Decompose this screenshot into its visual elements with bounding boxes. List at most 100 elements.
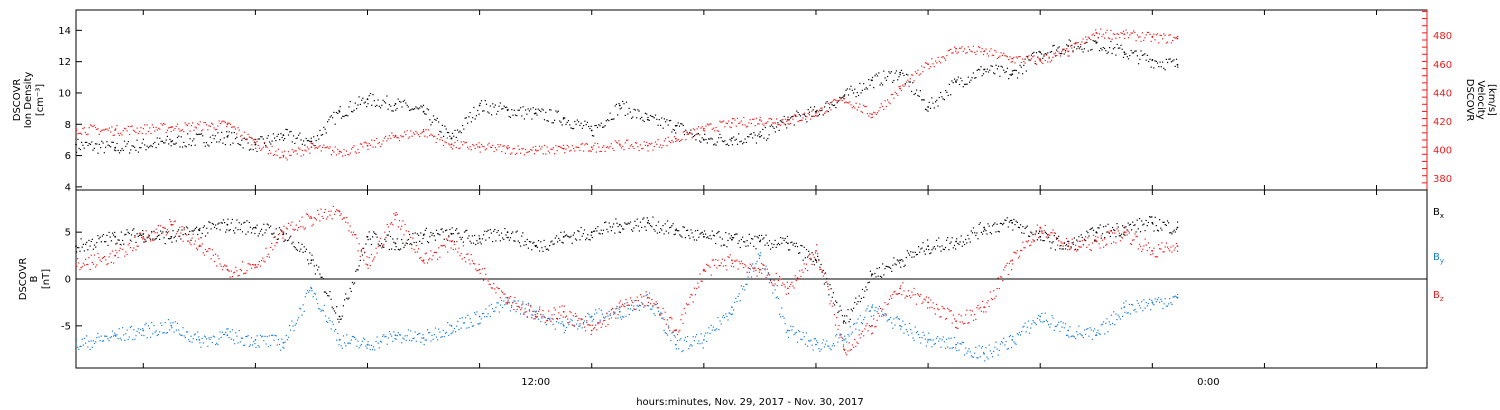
point [712, 234, 714, 236]
point [848, 321, 850, 323]
point [139, 130, 141, 133]
point [353, 145, 355, 147]
point [872, 332, 874, 334]
point [441, 228, 443, 230]
point [404, 335, 406, 337]
point [164, 227, 166, 229]
point [604, 150, 606, 152]
point [317, 209, 319, 211]
point [699, 343, 701, 345]
point [249, 226, 251, 228]
point [115, 128, 117, 130]
point [449, 240, 451, 242]
point [1013, 341, 1015, 343]
point [415, 130, 417, 133]
point [108, 231, 110, 233]
point [747, 136, 749, 138]
point [626, 302, 628, 304]
point [947, 307, 949, 309]
point [470, 242, 472, 244]
point [94, 143, 97, 145]
data-point [674, 137, 677, 140]
point [1042, 232, 1044, 235]
point [148, 235, 151, 237]
point [646, 294, 648, 296]
point [738, 240, 740, 242]
point [1168, 303, 1170, 305]
data-point [534, 310, 537, 313]
point [942, 56, 944, 58]
point [683, 339, 685, 341]
point [1154, 256, 1156, 258]
point [907, 290, 910, 292]
point [1141, 301, 1143, 303]
point [241, 139, 243, 141]
point [1042, 57, 1044, 59]
point [451, 227, 453, 229]
point [475, 268, 477, 270]
point [1054, 55, 1056, 57]
point [277, 238, 279, 240]
point [1107, 223, 1109, 225]
point [812, 115, 814, 117]
point [651, 115, 653, 117]
point [386, 343, 388, 345]
point [565, 315, 568, 317]
point [1052, 317, 1054, 319]
point [1045, 232, 1047, 234]
point [118, 328, 120, 330]
point [233, 339, 235, 341]
point [318, 146, 320, 148]
point [932, 247, 934, 249]
point [477, 146, 479, 148]
point [600, 309, 602, 311]
point [570, 318, 572, 320]
point [249, 264, 251, 266]
point [383, 101, 385, 103]
point [1151, 299, 1153, 301]
point [178, 135, 180, 137]
point [198, 336, 200, 338]
point [755, 269, 757, 272]
point [976, 232, 978, 234]
point [1123, 232, 1125, 234]
data-point [590, 315, 593, 318]
point [285, 227, 287, 229]
point [793, 124, 795, 126]
point [272, 133, 274, 135]
point [354, 282, 356, 284]
point [231, 132, 233, 134]
point [654, 141, 657, 143]
point [385, 335, 387, 337]
point [773, 243, 775, 246]
point [749, 119, 751, 121]
point [609, 112, 611, 114]
point [1165, 42, 1167, 44]
point [725, 122, 727, 124]
point [455, 331, 457, 333]
point [117, 239, 119, 241]
point [80, 345, 82, 347]
point [413, 337, 415, 339]
point [184, 233, 186, 235]
point [723, 141, 725, 143]
point [896, 259, 898, 261]
point [717, 316, 719, 319]
point [228, 270, 230, 272]
point [1026, 241, 1028, 243]
point [437, 233, 439, 235]
point [489, 229, 491, 231]
point [629, 308, 632, 310]
point [1160, 66, 1162, 68]
point [1090, 39, 1092, 41]
point [1153, 247, 1155, 249]
point [977, 68, 979, 70]
point [1035, 52, 1038, 54]
point [208, 145, 210, 147]
point [512, 148, 514, 150]
point [731, 313, 734, 315]
point [303, 154, 305, 156]
point [427, 129, 430, 131]
point [1013, 251, 1015, 253]
point [895, 93, 897, 95]
